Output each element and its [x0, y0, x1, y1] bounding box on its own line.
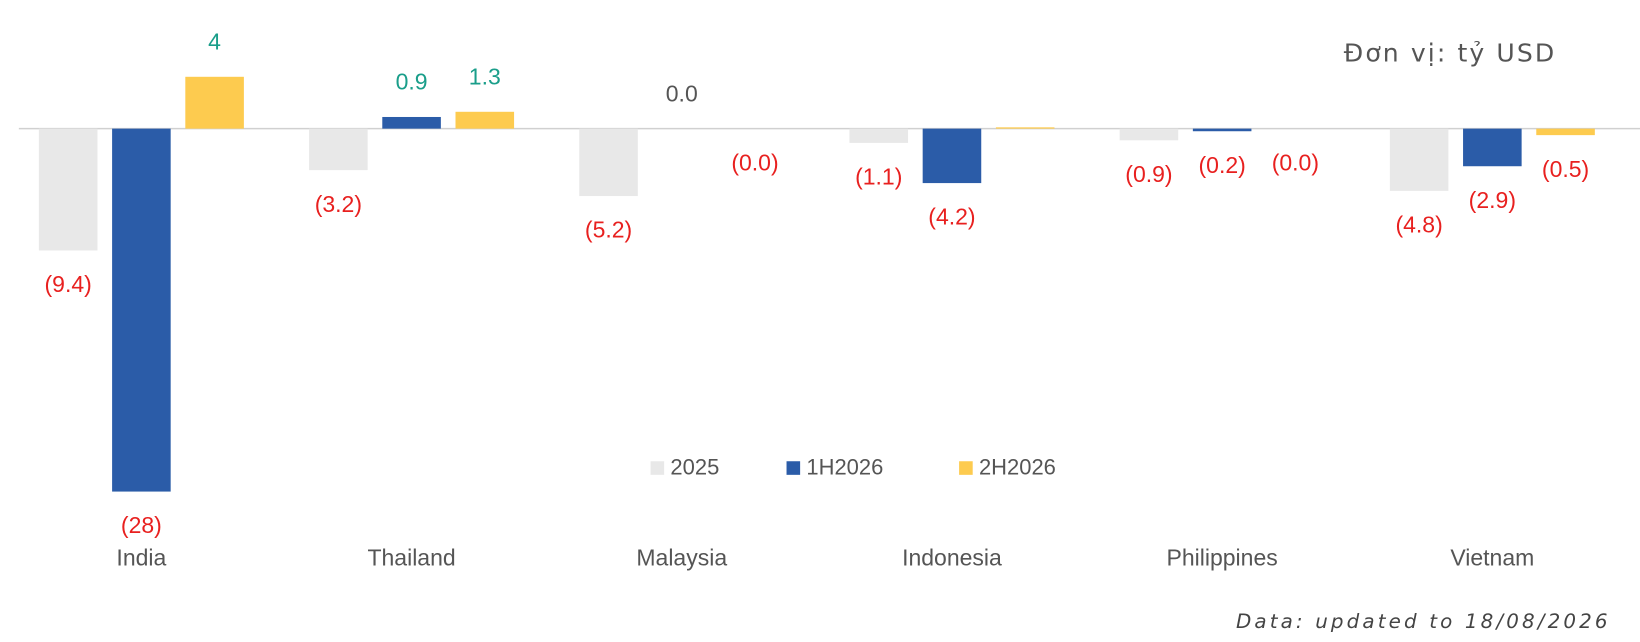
bar	[995, 127, 1055, 129]
value-label: 1.3	[469, 63, 501, 89]
value-label: (0.0)	[1272, 149, 1319, 175]
bar	[112, 128, 171, 492]
value-label: (5.2)	[585, 217, 632, 243]
value-label: (2.9)	[1469, 187, 1516, 213]
value-label: (0.2)	[1199, 152, 1246, 178]
bar	[1389, 128, 1449, 191]
value-label: (0.5)	[1542, 156, 1589, 182]
value-label: 0.9	[396, 69, 428, 95]
legend-swatch	[959, 461, 973, 475]
bar	[579, 128, 638, 197]
value-label: (4.8)	[1395, 212, 1442, 238]
x-tick-label: Philippines	[1167, 545, 1278, 571]
bar	[849, 128, 909, 143]
legend-swatch	[650, 461, 665, 475]
legend-label: 1H2026	[806, 454, 883, 479]
value-label: (3.2)	[315, 191, 362, 217]
bar	[309, 128, 368, 171]
x-tick-label: India	[116, 545, 166, 571]
value-label: (28)	[121, 512, 162, 538]
value-label: 0.0	[666, 80, 698, 106]
unit-note: Đơn vị: tỷ USD	[1344, 38, 1557, 67]
bar	[38, 128, 98, 251]
legend-label: 2025	[670, 454, 719, 479]
legend-swatch	[786, 461, 801, 475]
x-tick-label: Indonesia	[902, 545, 1002, 571]
value-label: 4	[208, 28, 221, 54]
bar	[922, 128, 982, 184]
bar	[1536, 128, 1595, 136]
x-tick-label: Thailand	[367, 545, 455, 571]
bar	[1463, 128, 1522, 167]
value-label: (4.2)	[928, 204, 975, 230]
x-tick-label: Malaysia	[636, 545, 727, 571]
value-label: (1.1)	[855, 164, 902, 190]
bar	[185, 76, 244, 129]
x-tick-label: Vietnam	[1450, 545, 1534, 571]
bar	[382, 116, 441, 129]
bar	[1192, 128, 1252, 132]
footnote: Data: updated to 18/08/2026	[1236, 610, 1611, 633]
value-label: (0.0)	[731, 149, 778, 175]
value-label: (9.4)	[45, 271, 92, 297]
value-label: (0.9)	[1125, 161, 1172, 187]
bar	[1119, 128, 1179, 141]
bar	[455, 111, 515, 129]
legend-label: 2H2026	[979, 454, 1056, 479]
